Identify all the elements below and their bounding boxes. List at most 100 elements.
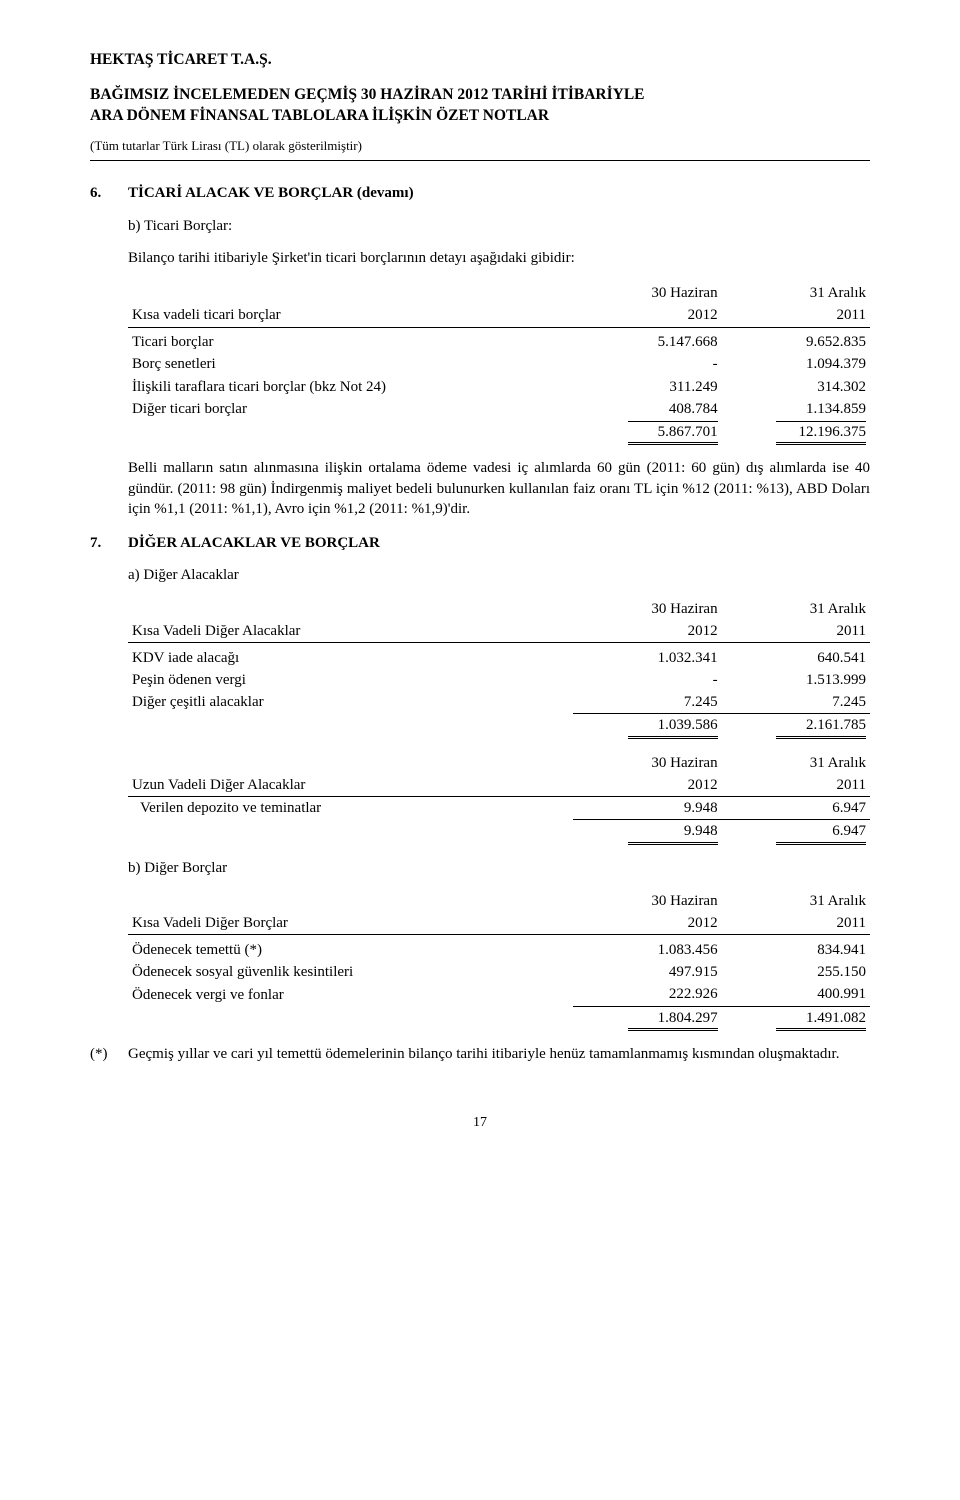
section-6-intro: Bilanço tarihi itibariyle Şirket'in tica…: [128, 248, 870, 268]
col2-header-2: 2011: [722, 912, 870, 935]
total-value: 2.161.785: [776, 715, 866, 738]
total-value: 6.947: [776, 821, 866, 844]
cell-value: 7.245: [722, 691, 870, 714]
cell-label: Peşin ödenen vergi: [128, 669, 573, 691]
cell-value: 1.513.999: [722, 669, 870, 691]
col2-header-1: 31 Aralık: [722, 890, 870, 912]
table-total-row: 1.039.586 2.161.785: [128, 714, 870, 740]
row-label: Kısa Vadeli Diğer Borçlar: [128, 912, 573, 935]
section-7-sub-b: b) Diğer Borçlar: [128, 858, 870, 878]
section-6-sub-b: b) Ticari Borçlar:: [128, 216, 870, 236]
cell-label: Ödenecek vergi ve fonlar: [128, 983, 573, 1006]
table-uzun-vadeli-diger-alacaklar: 30 Haziran 31 Aralık Uzun Vadeli Diğer A…: [128, 752, 870, 846]
table-total-row: 9.948 6.947: [128, 820, 870, 846]
footnote-text: Geçmiş yıllar ve cari yıl temettü ödemel…: [128, 1044, 839, 1064]
section-6-title: TİCARİ ALACAK VE BORÇLAR (devamı): [128, 183, 414, 203]
cell-value: 9.652.835: [722, 331, 870, 353]
col1-header-1: 30 Haziran: [573, 752, 721, 774]
table-row: Ödenecek temettü (*) 1.083.456 834.941: [128, 939, 870, 961]
table-header-row: 30 Haziran 31 Aralık: [128, 752, 870, 774]
table-row: Ticari borçlar 5.147.668 9.652.835: [128, 331, 870, 353]
cell-value: 834.941: [722, 939, 870, 961]
cell-label: Diğer çeşitli alacaklar: [128, 691, 573, 714]
cell-value: -: [573, 353, 721, 375]
page-number: 17: [90, 1114, 870, 1133]
cell-label: Ticari borçlar: [128, 331, 573, 353]
cell-value: 1.083.456: [573, 939, 721, 961]
cell-label: Borç senetleri: [128, 353, 573, 375]
document-header: HEKTAŞ TİCARET T.A.Ş. BAĞIMSIZ İNCELEMED…: [90, 50, 870, 161]
table-header-row-2: Uzun Vadeli Diğer Alacaklar 2012 2011: [128, 774, 870, 797]
cell-value: 5.147.668: [573, 331, 721, 353]
table-total-row: 1.804.297 1.491.082: [128, 1006, 870, 1032]
table-row: Ödenecek vergi ve fonlar 222.926 400.991: [128, 983, 870, 1006]
section-6-number: 6.: [90, 183, 128, 203]
cell-value: 6.947: [722, 797, 870, 820]
cell-label: KDV iade alacağı: [128, 647, 573, 669]
header-line-2: ARA DÖNEM FİNANSAL TABLOLARA İLİŞKİN ÖZE…: [90, 106, 870, 127]
col2-header-2: 2011: [722, 620, 870, 643]
cell-value: 9.948: [573, 797, 721, 820]
col1-header-2: 2012: [573, 304, 721, 327]
row-label: Kısa vadeli ticari borçlar: [128, 304, 573, 327]
cell-label: İlişkili taraflara ticari borçlar (bkz N…: [128, 376, 573, 398]
col2-header-1: 31 Aralık: [722, 282, 870, 304]
section-6-heading: 6. TİCARİ ALACAK VE BORÇLAR (devamı): [90, 183, 870, 203]
total-value: 9.948: [628, 821, 718, 844]
row-label: Uzun Vadeli Diğer Alacaklar: [128, 774, 573, 797]
header-line-1: BAĞIMSIZ İNCELEMEDEN GEÇMİŞ 30 HAZİRAN 2…: [90, 85, 870, 106]
cell-value: 408.784: [573, 398, 721, 420]
cell-value: 1.032.341: [573, 647, 721, 669]
col1-header-2: 2012: [573, 774, 721, 797]
total-value: 1.039.586: [628, 715, 718, 738]
col1-header-2: 2012: [573, 912, 721, 935]
company-name: HEKTAŞ TİCARET T.A.Ş.: [90, 50, 870, 71]
cell-label: Verilen depozito ve teminatlar: [128, 797, 573, 820]
header-note: (Tüm tutarlar Türk Lirası (TL) olarak gö…: [90, 137, 870, 155]
table-ticari-borclar: 30 Haziran 31 Aralık Kısa vadeli ticari …: [128, 282, 870, 446]
col2-header-2: 2011: [722, 304, 870, 327]
cell-value: 7.245: [573, 691, 721, 714]
table-kisa-vadeli-diger-alacaklar: 30 Haziran 31 Aralık Kısa Vadeli Diğer A…: [128, 598, 870, 740]
total-value: 1.804.297: [628, 1008, 718, 1031]
table-row: Verilen depozito ve teminatlar 9.948 6.9…: [128, 797, 870, 820]
total-value: 5.867.701: [628, 421, 718, 445]
table-row: İlişkili taraflara ticari borçlar (bkz N…: [128, 376, 870, 398]
col2-header-1: 31 Aralık: [722, 752, 870, 774]
cell-value: 497.915: [573, 961, 721, 983]
table-header-row: 30 Haziran 31 Aralık: [128, 890, 870, 912]
cell-value: 400.991: [722, 983, 870, 1006]
cell-value: 1.094.379: [722, 353, 870, 375]
cell-label: Ödenecek sosyal güvenlik kesintileri: [128, 961, 573, 983]
col2-header-2: 2011: [722, 774, 870, 797]
total-value: 12.196.375: [776, 421, 866, 445]
table-row: KDV iade alacağı 1.032.341 640.541: [128, 647, 870, 669]
footnote: (*) Geçmiş yıllar ve cari yıl temettü öd…: [90, 1044, 870, 1064]
total-value: 1.491.082: [776, 1008, 866, 1031]
col1-header-1: 30 Haziran: [573, 890, 721, 912]
cell-value: -: [573, 669, 721, 691]
table-header-row-2: Kısa Vadeli Diğer Alacaklar 2012 2011: [128, 620, 870, 643]
table-total-row: 5.867.701 12.196.375: [128, 420, 870, 446]
cell-label: Ödenecek temettü (*): [128, 939, 573, 961]
table-row: Peşin ödenen vergi - 1.513.999: [128, 669, 870, 691]
section-7-heading: 7. DİĞER ALACAKLAR VE BORÇLAR: [90, 533, 870, 553]
table-header-row: 30 Haziran 31 Aralık: [128, 598, 870, 620]
table-kisa-vadeli-diger-borclar: 30 Haziran 31 Aralık Kısa Vadeli Diğer B…: [128, 890, 870, 1032]
cell-value: 311.249: [573, 376, 721, 398]
row-label: Kısa Vadeli Diğer Alacaklar: [128, 620, 573, 643]
cell-value: 222.926: [573, 983, 721, 1006]
cell-label: Diğer ticari borçlar: [128, 398, 573, 420]
table-header-row: 30 Haziran 31 Aralık: [128, 282, 870, 304]
cell-value: 640.541: [722, 647, 870, 669]
cell-value: 255.150: [722, 961, 870, 983]
table-header-row-2: Kısa vadeli ticari borçlar 2012 2011: [128, 304, 870, 327]
table-row: Diğer ticari borçlar 408.784 1.134.859: [128, 398, 870, 420]
section-7-title: DİĞER ALACAKLAR VE BORÇLAR: [128, 533, 380, 553]
cell-value: 1.134.859: [722, 398, 870, 420]
table-row: Borç senetleri - 1.094.379: [128, 353, 870, 375]
footnote-marker: (*): [90, 1044, 128, 1064]
cell-value: 314.302: [722, 376, 870, 398]
col2-header-1: 31 Aralık: [722, 598, 870, 620]
table-header-row-2: Kısa Vadeli Diğer Borçlar 2012 2011: [128, 912, 870, 935]
